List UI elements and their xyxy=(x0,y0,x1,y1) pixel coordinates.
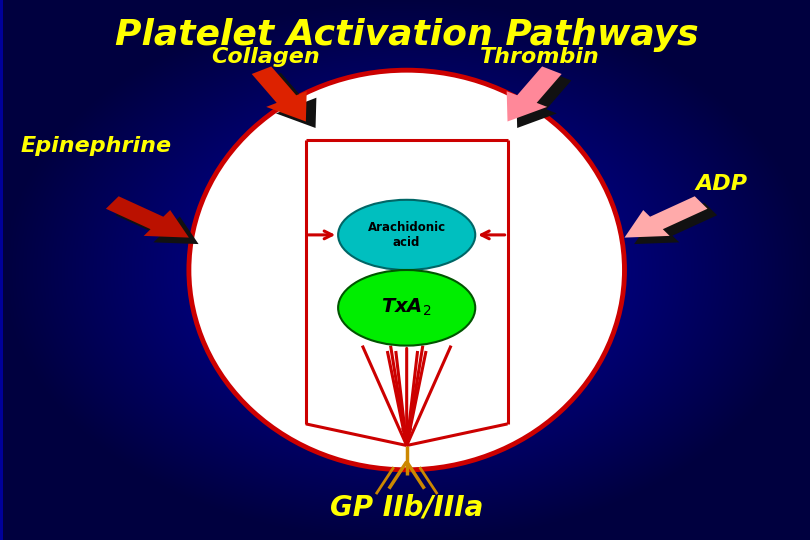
FancyArrow shape xyxy=(507,66,561,122)
Text: Arachidonic
acid: Arachidonic acid xyxy=(368,221,446,249)
FancyArrow shape xyxy=(262,73,317,128)
Ellipse shape xyxy=(338,200,475,270)
FancyArrow shape xyxy=(625,196,707,238)
FancyArrow shape xyxy=(116,202,198,244)
Ellipse shape xyxy=(338,270,475,346)
Text: Collagen: Collagen xyxy=(211,46,320,67)
Text: Epinephrine: Epinephrine xyxy=(20,136,172,156)
FancyArrow shape xyxy=(106,196,189,238)
FancyArrow shape xyxy=(252,66,307,122)
Text: GP IIb/IIIa: GP IIb/IIIa xyxy=(330,494,484,522)
Text: Thrombin: Thrombin xyxy=(480,46,599,67)
Text: TxA$_2$: TxA$_2$ xyxy=(382,297,432,319)
Text: ADP: ADP xyxy=(695,173,748,194)
Text: Platelet Activation Pathways: Platelet Activation Pathways xyxy=(115,18,698,52)
FancyArrow shape xyxy=(516,73,571,128)
FancyArrow shape xyxy=(634,202,717,244)
Ellipse shape xyxy=(189,70,625,470)
